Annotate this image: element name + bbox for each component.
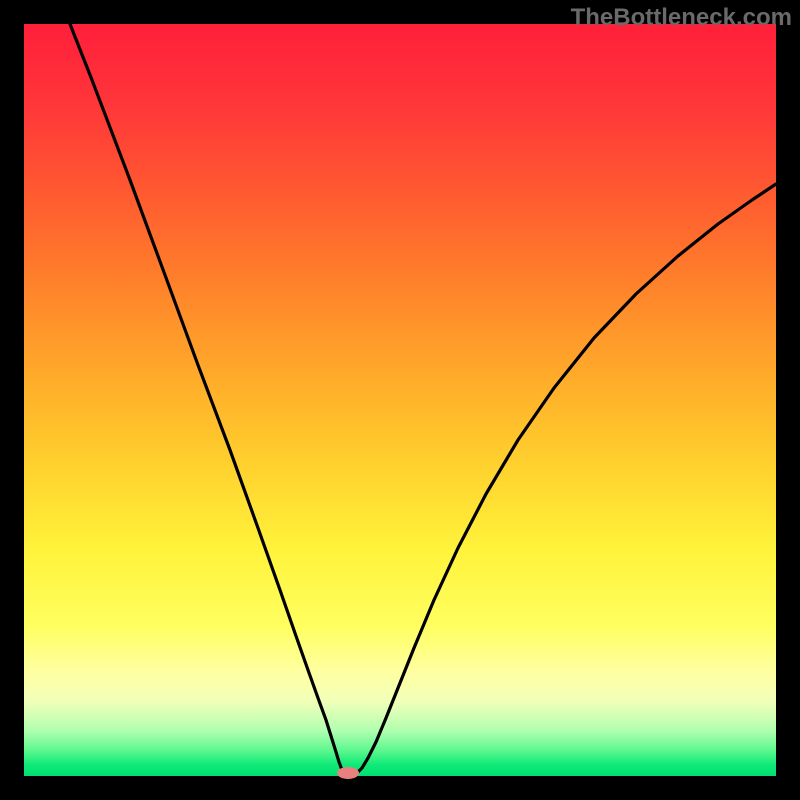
minimum-marker: [337, 767, 359, 779]
watermark-text: TheBottleneck.com: [571, 4, 792, 32]
chart-plot-background: [24, 24, 776, 776]
bottleneck-chart: TheBottleneck.com: [0, 0, 800, 800]
chart-svg: [0, 0, 800, 800]
